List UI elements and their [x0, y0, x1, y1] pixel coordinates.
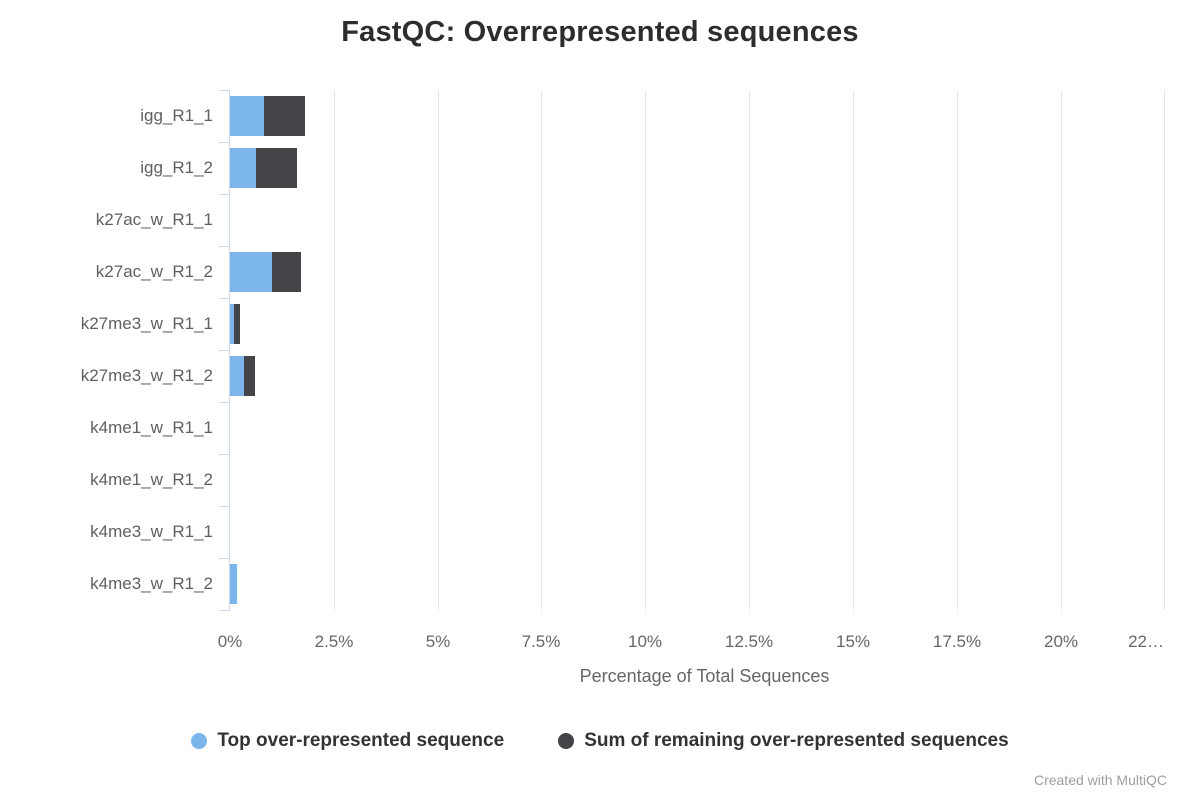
- bar-segment[interactable]: [230, 252, 272, 292]
- x-tick-label: 0%: [217, 632, 243, 651]
- y-axis-tick: [219, 402, 230, 403]
- legend-label-remaining-sequences: Sum of remaining over-represented sequen…: [584, 730, 1009, 751]
- bar-segment[interactable]: [230, 96, 264, 136]
- legend: Top over-represented sequence Sum of rem…: [0, 730, 1200, 752]
- legend-item-remaining-sequences[interactable]: Sum of remaining over-represented sequen…: [558, 730, 1009, 752]
- x-tick-label: 10%: [627, 632, 663, 651]
- category-label: k27me3_w_R1_2: [80, 366, 213, 385]
- category-label: igg_R1_1: [140, 106, 213, 125]
- y-axis-tick: [219, 298, 230, 299]
- legend-marker-blue-icon: [191, 733, 208, 749]
- y-axis-tick: [219, 142, 230, 143]
- multiqc-credit: Created with MultiQC: [1033, 772, 1167, 788]
- gridline: [645, 90, 646, 610]
- x-tick-label: 17.5%: [932, 632, 982, 651]
- gridline: [541, 90, 542, 610]
- bar-segment[interactable]: [230, 304, 234, 344]
- y-axis-tick: [219, 90, 230, 91]
- bar-segment[interactable]: [271, 252, 301, 292]
- gridline: [1164, 90, 1165, 610]
- gridline: [1061, 90, 1062, 610]
- chart-title: FastQC: Overrepresented sequences: [341, 16, 859, 48]
- category-label: k4me3_w_R1_2: [90, 574, 213, 593]
- x-tick-label: 2.5%: [314, 632, 354, 651]
- x-tick-label: 15%: [835, 632, 871, 651]
- bar-segment[interactable]: [243, 356, 255, 396]
- gridline: [334, 90, 335, 610]
- bar-segment[interactable]: [230, 356, 244, 396]
- category-label: igg_R1_2: [140, 158, 213, 177]
- plot-area: [229, 90, 1180, 610]
- x-tick-label: 12.5%: [724, 632, 774, 651]
- gridline: [957, 90, 958, 610]
- gridline: [749, 90, 750, 610]
- y-axis-tick: [219, 558, 230, 559]
- y-axis-tick: [219, 350, 230, 351]
- y-axis-tick: [219, 194, 230, 195]
- bar-segment[interactable]: [256, 148, 298, 188]
- legend-item-top-sequence[interactable]: Top over-represented sequence: [191, 730, 504, 752]
- category-label: k27ac_w_R1_1: [95, 210, 213, 229]
- category-label: k27ac_w_R1_2: [95, 262, 213, 281]
- bar-segment[interactable]: [230, 148, 256, 188]
- x-tick-label: 7.5%: [521, 632, 561, 651]
- y-axis-tick: [219, 610, 230, 611]
- x-tick-label: 5%: [425, 632, 451, 651]
- x-axis-title: Percentage of Total Sequences: [579, 666, 830, 686]
- gridline: [438, 90, 439, 610]
- y-axis-tick: [219, 506, 230, 507]
- legend-marker-dark-icon: [558, 733, 575, 749]
- category-label: k4me1_w_R1_1: [90, 418, 213, 437]
- bar-segment[interactable]: [230, 564, 237, 604]
- bar-segment[interactable]: [264, 96, 306, 136]
- category-label: k27me3_w_R1_1: [80, 314, 213, 333]
- bar-segment[interactable]: [233, 304, 240, 344]
- x-tick-label: 22…: [1128, 632, 1164, 651]
- gridline: [853, 90, 854, 610]
- category-label: k4me3_w_R1_1: [90, 522, 213, 541]
- legend-label-top-sequence: Top over-represented sequence: [217, 730, 505, 751]
- x-tick-label: 20%: [1043, 632, 1079, 651]
- category-label: k4me1_w_R1_2: [90, 470, 213, 489]
- y-axis-tick: [219, 454, 230, 455]
- y-axis-tick: [219, 246, 230, 247]
